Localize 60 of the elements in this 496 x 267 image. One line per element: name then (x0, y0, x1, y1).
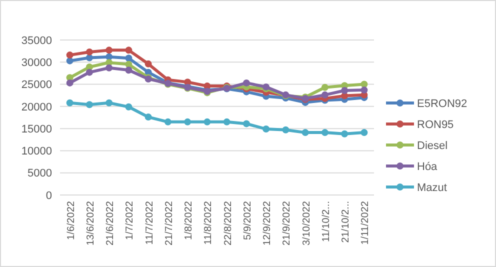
y-tick-label: 15000 (21, 123, 52, 136)
point (144, 60, 152, 68)
x-tick-label: 5/9/2022 (242, 200, 254, 240)
legend-label: RON95 (417, 118, 454, 131)
legend-label: Diesel (417, 140, 448, 152)
point (125, 54, 132, 62)
x-tick-label: 11/10/2... (320, 201, 332, 242)
point (66, 52, 74, 59)
point (321, 129, 328, 136)
point (144, 114, 152, 121)
point (360, 129, 368, 136)
point (341, 86, 348, 94)
y-tick-label: 10000 (21, 146, 52, 158)
x-tick-label: 1/8/2022 (184, 200, 195, 240)
y-tick-label: 20000 (21, 101, 52, 114)
x-tick-label: 11/8/2022 (203, 200, 214, 245)
point (86, 101, 93, 108)
point (223, 118, 230, 126)
x-tick-label: 12/9/2022 (262, 200, 274, 246)
legend-label: Hóa (417, 160, 438, 173)
point (282, 126, 290, 134)
x-tick-label: 22/8/2022 (222, 200, 234, 246)
x-tick-label: 21/6/2022 (105, 200, 116, 246)
point (360, 86, 368, 94)
y-tick-label: 5000 (28, 168, 52, 180)
point (184, 118, 192, 126)
y-tick-label: 30000 (21, 56, 52, 69)
legend-label: E5RON92 (417, 98, 468, 110)
point (106, 99, 113, 106)
point (106, 64, 113, 72)
point (262, 126, 270, 133)
y-tick-label: 35000 (21, 34, 52, 47)
point (204, 118, 211, 126)
x-tick-label: 21/10/2... (340, 201, 352, 243)
point (321, 84, 328, 91)
point (86, 48, 93, 56)
point (321, 91, 328, 98)
point (242, 120, 250, 128)
legend-label: Mazut (417, 182, 447, 194)
point (86, 68, 93, 76)
point (125, 103, 132, 110)
point (125, 66, 132, 74)
point (66, 99, 74, 106)
y-tick-label: 25000 (21, 79, 52, 92)
point (106, 46, 113, 54)
y-tick-label: 0 (46, 190, 52, 202)
x-tick-label: 11/7/2022 (144, 200, 156, 245)
point (242, 79, 250, 86)
point (302, 129, 309, 136)
x-tick-label: 21/9/2022 (282, 200, 293, 246)
x-tick-label: 1/6/2022 (66, 200, 77, 240)
x-tick-label: 1/7/2022 (124, 200, 136, 240)
point (341, 130, 348, 138)
point (125, 46, 132, 54)
x-tick-label: 13/6/2022 (85, 200, 96, 246)
x-tick-label: 3/10/2022 (301, 200, 312, 246)
point (164, 118, 172, 126)
x-tick-label: 1/11/2022 (360, 200, 372, 245)
point (66, 79, 74, 86)
x-tick-label: 21/7/2022 (164, 200, 175, 246)
